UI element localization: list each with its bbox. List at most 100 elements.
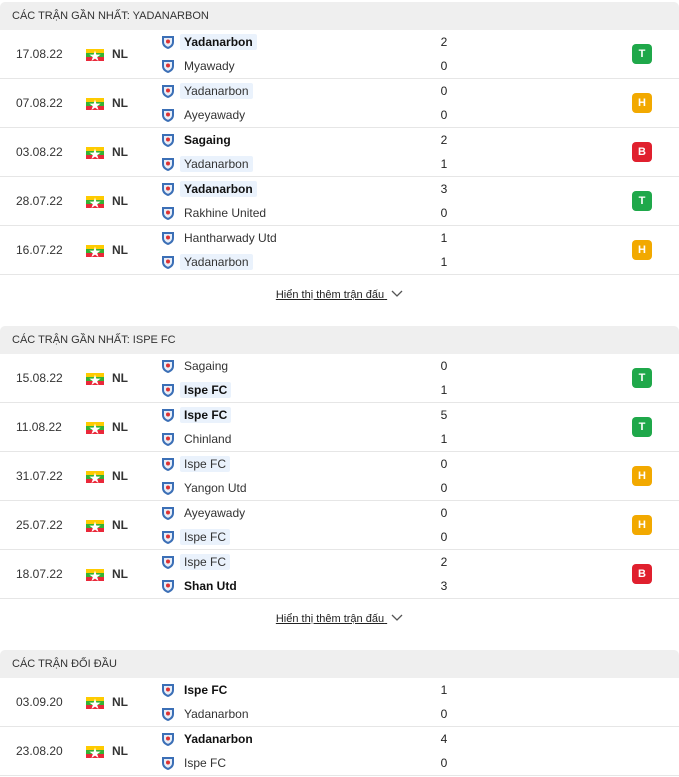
match-row: 28.07.22 NL Yadanarbon 3 Rakhine United 0 T xyxy=(0,177,679,226)
section-header: CÁC TRẬN GẦN NHẤT: ISPE FC xyxy=(0,326,679,354)
show-more-link[interactable]: Hiển thị thêm trận đấu xyxy=(0,613,679,625)
team-name: Ispe FC xyxy=(184,756,227,770)
show-more-text[interactable]: Hiển thị thêm trận đấu xyxy=(275,613,385,625)
team-logo xyxy=(160,254,176,270)
team: Shan Utd xyxy=(160,577,241,595)
match-date: 23.08.20 xyxy=(16,744,63,758)
team-logo xyxy=(160,755,176,771)
team: Ayeyawady xyxy=(160,504,249,522)
country-flag xyxy=(86,97,104,110)
team-name: Yangon Utd xyxy=(184,481,247,495)
team: Sagaing xyxy=(160,131,235,149)
team-score: 0 xyxy=(440,108,448,122)
result-badge: T xyxy=(632,417,652,437)
chevron-icon xyxy=(384,289,403,301)
team-logo xyxy=(160,731,176,747)
league-name: NL xyxy=(112,695,128,709)
team: Ispe FC xyxy=(160,381,232,399)
team-logo xyxy=(160,382,176,398)
league-name: NL xyxy=(112,96,128,110)
team: Ispe FC xyxy=(160,406,232,424)
league-name: NL xyxy=(112,243,128,257)
team-name: Yadanarbon xyxy=(180,83,253,99)
team-score: 0 xyxy=(440,481,448,495)
match-row: 07.08.22 NL Yadanarbon 0 Ayeyawady 0 H xyxy=(0,79,679,128)
league-name: NL xyxy=(112,194,128,208)
result-badge: H xyxy=(632,240,652,260)
show-more: Hiển thị thêm trận đấu xyxy=(0,599,679,648)
match-row: 11.08.22 NL Ispe FC 5 Chinland 1 T xyxy=(0,403,679,452)
country-flag xyxy=(86,372,104,385)
match-row: 23.08.20 NL Yadanarbon 4 Ispe FC 0 xyxy=(0,727,679,776)
country-flag xyxy=(86,568,104,581)
team-logo xyxy=(160,407,176,423)
team-logo xyxy=(160,156,176,172)
country-flag xyxy=(86,519,104,532)
league-name: NL xyxy=(112,145,128,159)
country-flag xyxy=(86,745,104,758)
result-badge: H xyxy=(632,515,652,535)
team: Yadanarbon xyxy=(160,82,253,100)
team-score: 1 xyxy=(440,231,448,245)
match-date: 03.08.22 xyxy=(16,145,63,159)
team-name: Sagaing xyxy=(184,359,229,373)
team-name: Yadanarbon xyxy=(180,254,253,270)
country-flag xyxy=(86,48,104,61)
result-badge: B xyxy=(632,564,652,584)
show-more-text[interactable]: Hiển thị thêm trận đấu xyxy=(275,289,385,301)
team: Yadanarbon xyxy=(160,33,257,51)
team-logo xyxy=(160,682,176,698)
result-badge: T xyxy=(632,44,652,64)
league-name: NL xyxy=(112,47,128,61)
result-badge: B xyxy=(632,142,652,162)
team-score: 1 xyxy=(440,683,448,697)
team-score: 3 xyxy=(440,182,448,196)
match-row: 31.07.22 NL Ispe FC 0 Yangon Utd 0 H xyxy=(0,452,679,501)
match-row: 03.09.20 NL Ispe FC 1 Yadanarbon 0 xyxy=(0,678,679,727)
match-date: 16.07.22 xyxy=(16,243,63,257)
team-name: Chinland xyxy=(184,432,232,446)
team-logo xyxy=(160,706,176,722)
result-badge: H xyxy=(632,466,652,486)
league-name: NL xyxy=(112,371,128,385)
league-name: NL xyxy=(112,567,128,581)
team-logo xyxy=(160,554,176,570)
team-logo xyxy=(160,34,176,50)
team-name: Myawady xyxy=(184,59,235,73)
team-logo xyxy=(160,83,176,99)
team: Ispe FC xyxy=(160,528,231,546)
team-score: 0 xyxy=(440,206,448,220)
team-name: Ispe FC xyxy=(184,683,228,697)
result-badge: T xyxy=(632,368,652,388)
team-name: Ispe FC xyxy=(180,382,232,398)
team-score: 0 xyxy=(440,756,448,770)
team-score: 1 xyxy=(440,157,448,171)
match-date: 15.08.22 xyxy=(16,371,63,385)
team-logo xyxy=(160,132,176,148)
team-name: Yadanarbon xyxy=(184,732,253,746)
team-name: Shan Utd xyxy=(184,579,237,593)
team: Yadanarbon xyxy=(160,253,253,271)
team-logo xyxy=(160,58,176,74)
team-logo xyxy=(160,205,176,221)
section-header: CÁC TRẬN GẦN NHẤT: YADANARBON xyxy=(0,2,679,30)
match-date: 31.07.22 xyxy=(16,469,63,483)
team-score: 3 xyxy=(440,579,448,593)
team-name: Ispe FC xyxy=(180,456,231,472)
match-row: 15.08.22 NL Sagaing 0 Ispe FC 1 T xyxy=(0,354,679,403)
country-flag xyxy=(86,696,104,709)
league-name: NL xyxy=(112,420,128,434)
league-name: NL xyxy=(112,744,128,758)
show-more-link[interactable]: Hiển thị thêm trận đấu xyxy=(0,289,679,301)
team-score: 0 xyxy=(440,84,448,98)
team-score: 0 xyxy=(440,59,448,73)
team-name: Yadanarbon xyxy=(180,34,257,50)
team-logo xyxy=(160,107,176,123)
team-logo xyxy=(160,456,176,472)
team: Chinland xyxy=(160,430,235,448)
league-name: NL xyxy=(112,518,128,532)
team: Yadanarbon xyxy=(160,730,257,748)
team: Ispe FC xyxy=(160,754,230,772)
match-row: 17.08.22 NL Yadanarbon 2 Myawady 0 T xyxy=(0,30,679,79)
